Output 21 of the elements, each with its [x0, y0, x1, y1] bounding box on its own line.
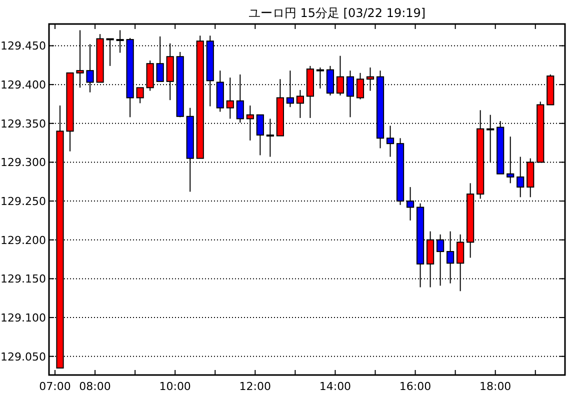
x-tick-label: 08:00 [79, 380, 111, 393]
y-tick-label: 129.400 [0, 78, 46, 92]
y-tick-label: 129.150 [0, 272, 46, 286]
y-tick-label: 129.450 [0, 40, 46, 53]
y-tick-label: 129.300 [0, 156, 46, 170]
candlestick [296, 90, 304, 118]
x-tick-label: 07:00 [39, 380, 71, 393]
chart-title: ユーロ円 15分足 [03/22 19:19] [248, 6, 426, 20]
y-tick-label: 129.050 [0, 350, 46, 364]
candlestick [516, 156, 524, 198]
candlestick [136, 87, 144, 104]
x-tick-label: 12:00 [239, 380, 272, 393]
candlestick [386, 125, 394, 158]
x-tick-label: 14:00 [319, 380, 352, 393]
x-tick-label: 18:00 [479, 380, 512, 393]
x-tick-label: 10:00 [159, 380, 191, 393]
y-tick-label: 129.350 [0, 117, 46, 130]
y-tick-label: 129.250 [0, 195, 46, 208]
x-tick-label: 16:00 [399, 380, 432, 393]
y-tick-label: 129.100 [0, 312, 46, 325]
y-tick-label: 129.200 [0, 234, 46, 247]
